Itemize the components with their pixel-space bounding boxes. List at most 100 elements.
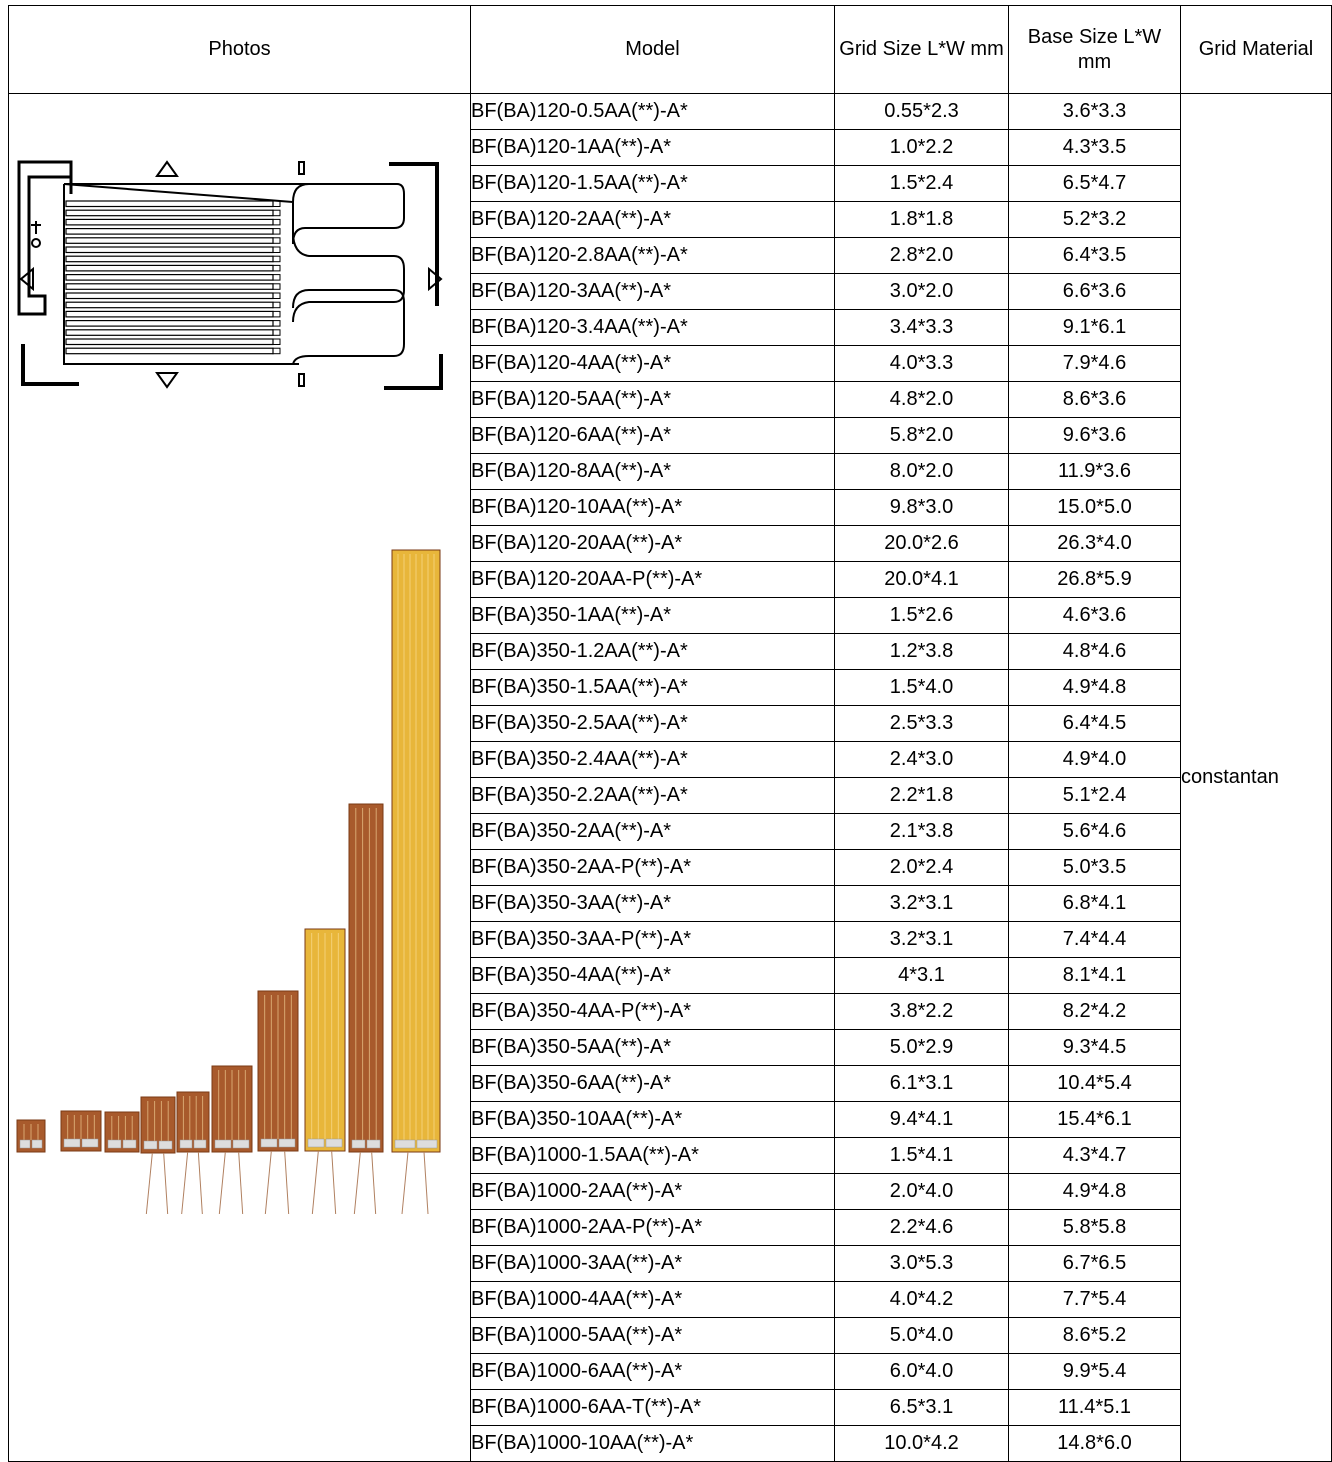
lead-wire (145, 1152, 153, 1215)
table-row: BF(BA)120-10AA(**)-A* 9.8*3.0 15.0*5.0 (9, 489, 1332, 526)
grid-line (65, 255, 274, 263)
base-size-cell: 9.3*4.5 (1008, 1029, 1181, 1066)
table-row: BF(BA)1000-2AA-P(**)-A* 2.2*4.6 5.8*5.8 (9, 1209, 1332, 1246)
table-row: BF(BA)1000-3AA(**)-A* 3.0*5.3 6.7*6.5 (9, 1245, 1332, 1282)
solder-pad (232, 1139, 250, 1149)
solder-pad (394, 1139, 416, 1149)
solder-pad (366, 1139, 381, 1149)
grid-size-cell: 1.5*2.4 (834, 165, 1009, 202)
model-cell: BF(BA)350-1.5AA(**)-A* (470, 669, 835, 706)
solder-pad (63, 1138, 81, 1148)
header-model: Model (470, 5, 835, 94)
solder-pad (307, 1138, 325, 1148)
base-size-cell: 8.6*5.2 (1008, 1317, 1181, 1354)
model-cell: BF(BA)1000-3AA(**)-A* (470, 1245, 835, 1282)
grid-size-cell: 5.0*4.0 (834, 1317, 1009, 1354)
grid-size-cell: 9.8*3.0 (834, 489, 1009, 526)
grid-end (272, 329, 281, 336)
grid-size-cell: 3.8*2.2 (834, 993, 1009, 1030)
lead-wire (401, 1151, 409, 1215)
grid-material-cell: constantan (1180, 93, 1332, 1462)
table-row: BF(BA)350-1.2AA(**)-A* 1.2*3.8 4.8*4.6 (9, 633, 1332, 670)
table-row: BF(BA)120-2.8AA(**)-A* 2.8*2.0 6.4*3.5 (9, 237, 1332, 274)
gauge-outline-middle (292, 231, 405, 323)
table-row: BF(BA)120-20AA(**)-A* 20.0*2.6 26.3*4.0 (9, 525, 1332, 562)
model-cell: BF(BA)350-4AA(**)-A* (470, 957, 835, 994)
base-size-cell: 14.8*6.0 (1008, 1425, 1181, 1462)
grid-line (65, 264, 274, 272)
grid-size-cell: 10.0*4.2 (834, 1425, 1009, 1462)
table-row: BF(BA)120-3AA(**)-A* 3.0*2.0 6.6*3.6 (9, 273, 1332, 310)
model-cell: BF(BA)1000-10AA(**)-A* (470, 1425, 835, 1462)
grid-size-cell: 2.2*1.8 (834, 777, 1009, 814)
photos-cell (8, 93, 471, 1462)
model-cell: BF(BA)120-4AA(**)-A* (470, 345, 835, 382)
table-row: BF(BA)1000-6AA-T(**)-A* 6.5*3.1 11.4*5.1 (9, 1389, 1332, 1426)
table-row: BF(BA)120-5AA(**)-A* 4.8*2.0 8.6*3.6 (9, 381, 1332, 418)
table-row: BF(BA)120-4AA(**)-A* 4.0*3.3 7.9*4.6 (9, 345, 1332, 382)
triangle-down-mark (155, 372, 179, 389)
table-row: BF(BA)1000-6AA(**)-A* 6.0*4.0 9.9*5.4 (9, 1353, 1332, 1390)
model-cell: BF(BA)1000-2AA-P(**)-A* (470, 1209, 835, 1246)
solder-pad (179, 1139, 193, 1149)
table-row: BF(BA)350-6AA(**)-A* 6.1*3.1 10.4*5.4 (9, 1065, 1332, 1102)
model-cell: BF(BA)120-8AA(**)-A* (470, 453, 835, 490)
lead-wire (238, 1151, 244, 1215)
solder-pad (81, 1138, 99, 1148)
solder-pad (260, 1138, 278, 1148)
table-row: BF(BA)120-1.5AA(**)-A* 1.5*2.4 6.5*4.7 (9, 165, 1332, 202)
grid-line (65, 338, 274, 346)
base-size-cell: 15.0*5.0 (1008, 489, 1181, 526)
base-size-cell: 4.9*4.8 (1008, 669, 1181, 706)
model-cell: BF(BA)120-2.8AA(**)-A* (470, 237, 835, 274)
grid-end (272, 301, 281, 309)
grid-end (272, 246, 281, 253)
model-cell: BF(BA)350-4AA-P(**)-A* (470, 993, 835, 1030)
corner-mark-bl (21, 344, 79, 386)
grid-size-cell: 3.2*3.1 (834, 885, 1009, 922)
grid-size-cell: 6.0*4.0 (834, 1353, 1009, 1390)
base-size-cell: 8.2*4.2 (1008, 993, 1181, 1030)
grid-end (272, 264, 281, 272)
base-size-cell: 6.4*4.5 (1008, 705, 1181, 742)
grid-line (65, 320, 274, 327)
model-cell: BF(BA)120-20AA-P(**)-A* (470, 561, 835, 598)
tick-mark-bottom (298, 373, 305, 387)
solder-pad (122, 1139, 137, 1149)
photo-holder (9, 94, 469, 1456)
lead-wire (284, 1150, 290, 1215)
base-size-cell: 10.4*5.4 (1008, 1065, 1181, 1102)
grid-size-cell: 0.55*2.3 (834, 93, 1009, 130)
header-base-size: Base Size L*W mm (1008, 5, 1181, 94)
strain-gauge-table: Photos Model Grid Size L*W mm Base Size … (8, 5, 1332, 1462)
solder-pad (158, 1140, 173, 1150)
grid-size-cell: 4.0*4.2 (834, 1281, 1009, 1318)
solder-pad (193, 1139, 207, 1149)
base-size-cell: 4.8*4.6 (1008, 633, 1181, 670)
model-cell: BF(BA)120-2AA(**)-A* (470, 201, 835, 238)
model-cell: BF(BA)350-6AA(**)-A* (470, 1065, 835, 1102)
corner-mark-br (384, 354, 443, 390)
triangle-right-mark (428, 266, 443, 292)
grid-line (65, 301, 274, 309)
grid-size-cell: 2.0*4.0 (834, 1173, 1009, 1210)
grid-size-cell: 8.0*2.0 (834, 453, 1009, 490)
model-cell: BF(BA)1000-6AA-T(**)-A* (470, 1389, 835, 1426)
base-size-cell: 5.6*4.6 (1008, 813, 1181, 850)
grid-line (65, 228, 274, 235)
grid-size-cell: 1.2*3.8 (834, 633, 1009, 670)
gauge-logo (31, 238, 41, 248)
model-cell: BF(BA)350-2.5AA(**)-A* (470, 705, 835, 742)
table-row: BF(BA)120-0.5AA(**)-A* 0.55*2.3 3.6*3.3 con… (8, 93, 1332, 1462)
model-cell: BF(BA)120-3.4AA(**)-A* (470, 309, 835, 346)
base-size-cell: 4.9*4.8 (1008, 1173, 1181, 1210)
model-cell: BF(BA)350-3AA-P(**)-A* (470, 921, 835, 958)
solder-pad (325, 1138, 343, 1148)
base-size-cell: 6.5*4.7 (1008, 165, 1181, 202)
model-cell: BF(BA)120-1AA(**)-A* (470, 129, 835, 166)
base-size-cell: 7.9*4.6 (1008, 345, 1181, 382)
model-cell: BF(BA)120-0.5AA(**)-A* (470, 93, 835, 130)
solder-pad (278, 1138, 296, 1148)
table-row: BF(BA)350-2AA(**)-A* 2.1*3.8 5.6*4.6 (9, 813, 1332, 850)
solder-pad (107, 1139, 122, 1149)
